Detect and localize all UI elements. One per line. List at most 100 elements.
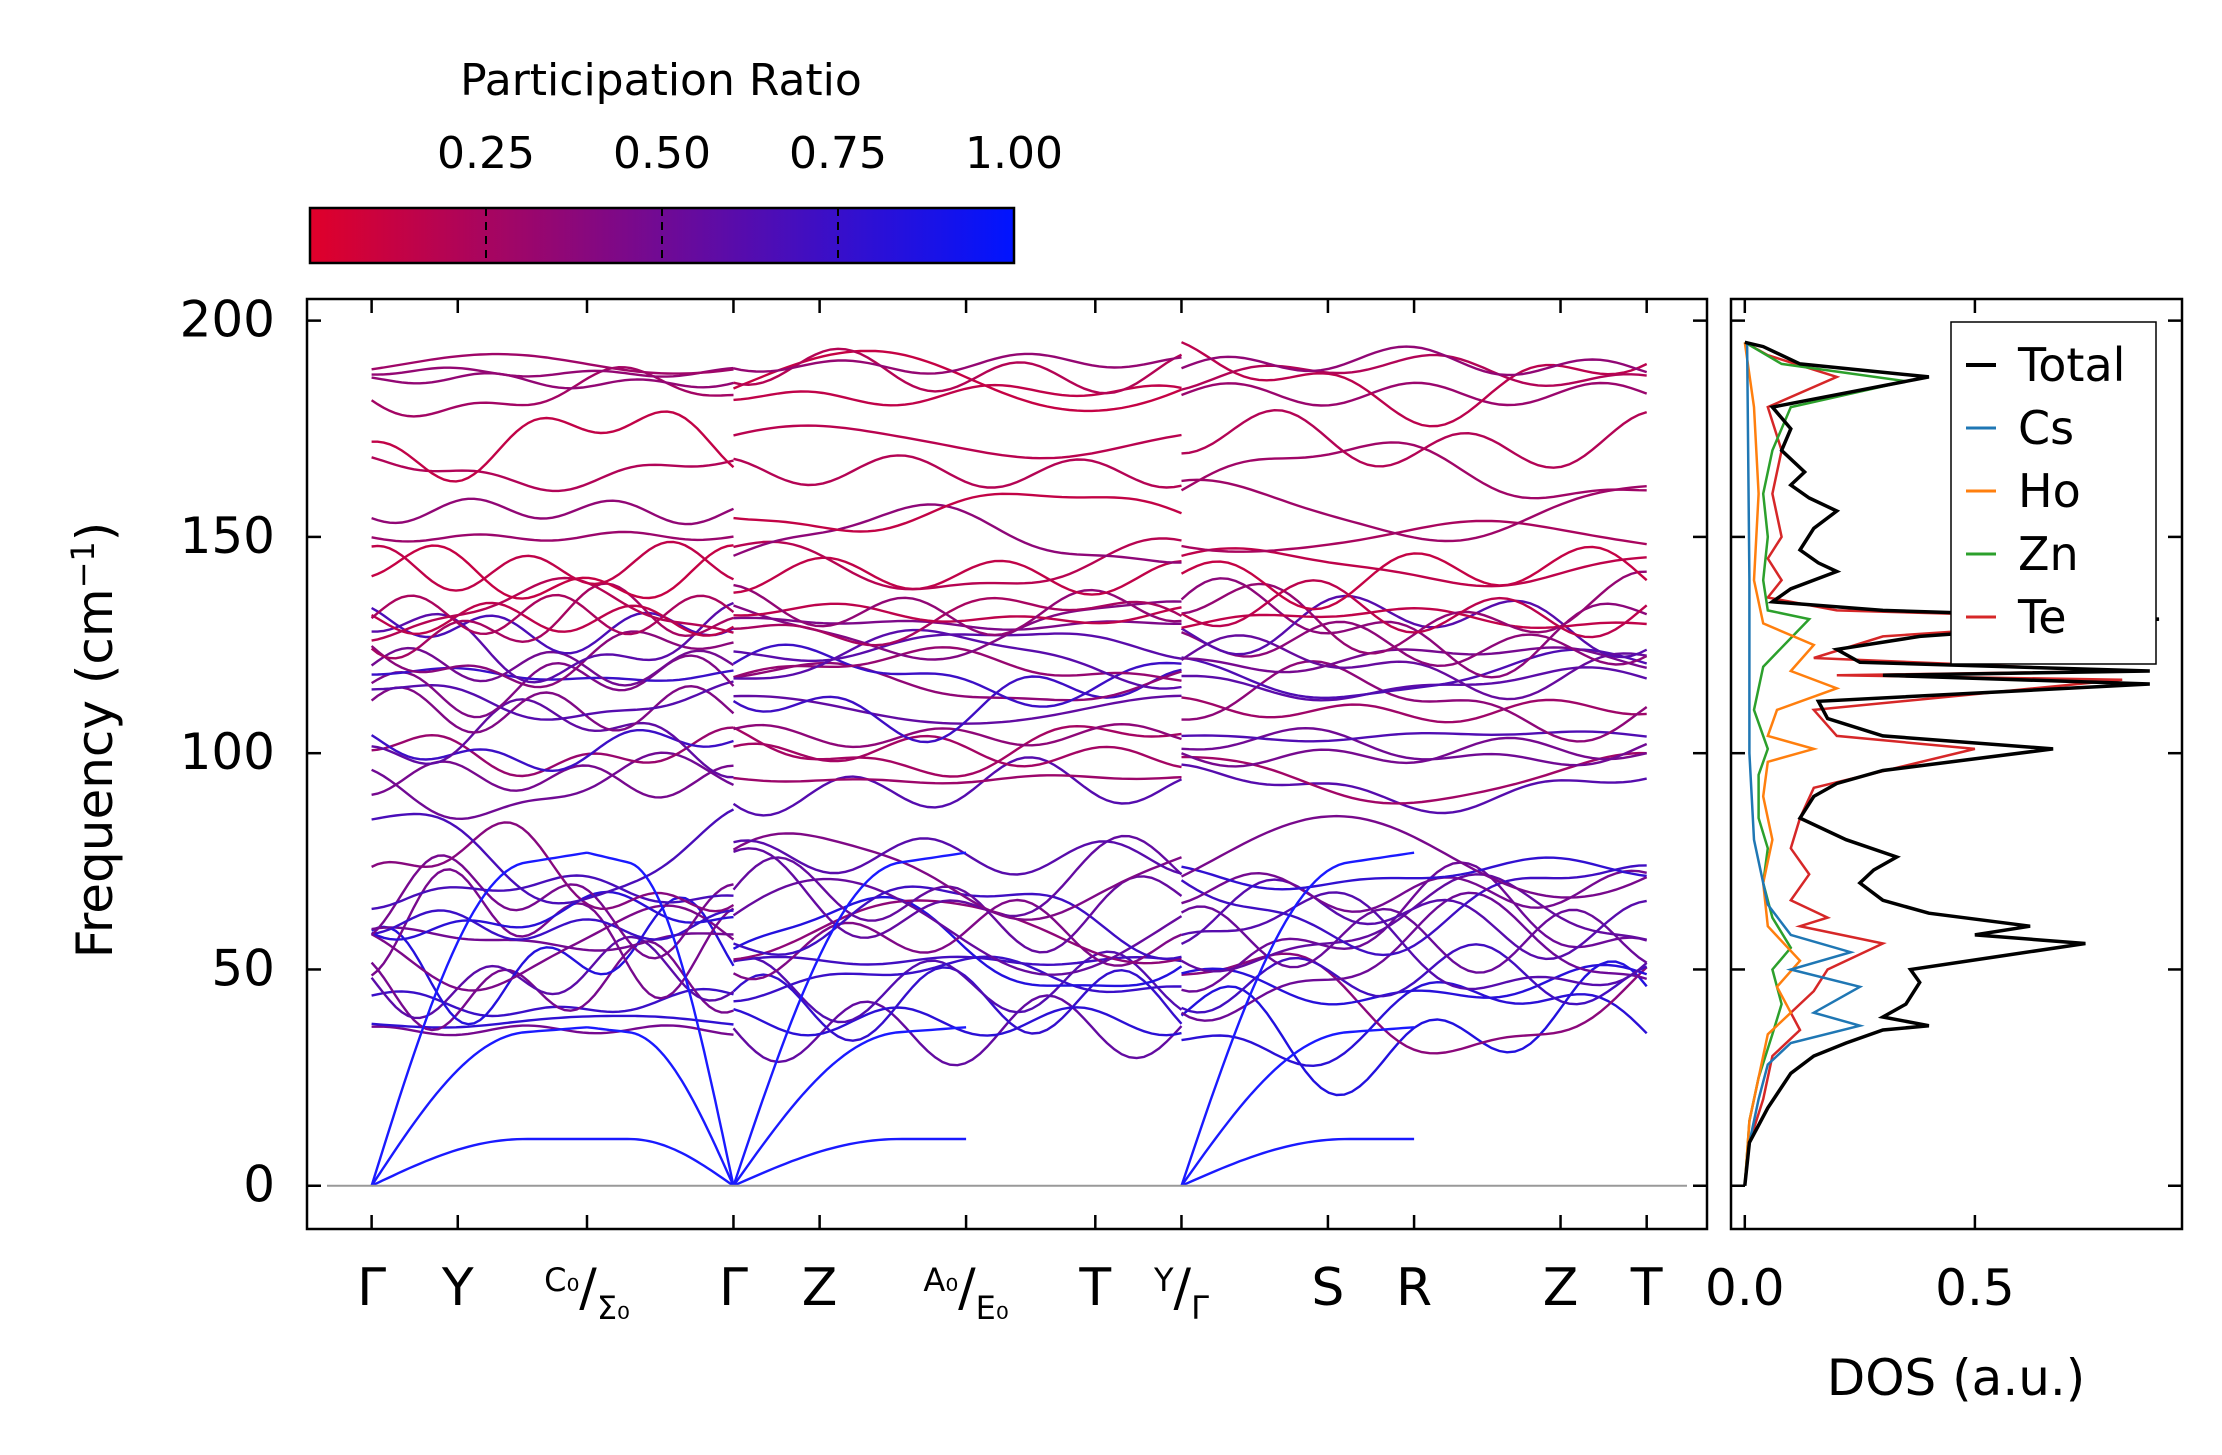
phonon-branch xyxy=(732,724,1182,778)
phonon-branch xyxy=(1181,648,1648,699)
phonon-branch xyxy=(733,556,1182,596)
phonon-branch xyxy=(371,874,734,911)
acoustic-branch xyxy=(732,1026,967,1187)
phonon-branch xyxy=(371,540,735,592)
legend-label: Te xyxy=(2017,590,2067,644)
phonon-branch xyxy=(733,950,1183,1024)
phonon-branch xyxy=(733,1006,1182,1037)
phonon-branch xyxy=(371,890,734,941)
acoustic-branch xyxy=(370,1026,588,1187)
phonon-branch xyxy=(1181,963,1648,1006)
phonon-branch xyxy=(371,821,735,913)
phonon-branch xyxy=(1181,519,1647,553)
phonon-branch xyxy=(733,661,1182,702)
phonon-branch xyxy=(1181,952,1648,1055)
dos-x-tick-label: 0.0 xyxy=(1705,1259,1785,1317)
phonon-branch xyxy=(1180,814,1648,899)
k-label: S xyxy=(1311,1258,1344,1318)
legend: Total Cs Ho Zn Te xyxy=(1950,321,2157,665)
y-axis-label: Frequency (cm−1) xyxy=(64,522,124,959)
phonon-branch xyxy=(1181,353,1647,391)
y-tick-label: 200 xyxy=(180,291,275,349)
k-label: C₀/Σ₀ xyxy=(544,1258,630,1327)
phonon-branch xyxy=(371,896,735,1026)
phonon-branch xyxy=(370,646,735,687)
phonon-branch xyxy=(371,1024,734,1037)
phonon-branch xyxy=(1181,763,1647,815)
phonon-branch xyxy=(733,503,1182,564)
phonon-branch xyxy=(1181,408,1648,469)
phonon-branch xyxy=(370,854,734,960)
phonon-branch xyxy=(371,666,734,682)
phonon-branch xyxy=(1181,381,1648,407)
phonon-branch xyxy=(371,808,735,905)
acoustic-branch xyxy=(586,1026,735,1187)
phonon-branch xyxy=(1181,478,1647,543)
phonon-branch xyxy=(371,371,734,390)
colorbar-tick-label: 0.50 xyxy=(613,128,711,179)
k-label: Z xyxy=(1543,1258,1579,1318)
phonon-branch xyxy=(1181,570,1647,655)
phonon-branch xyxy=(732,994,1183,1067)
acoustic-branch xyxy=(586,851,735,1186)
legend-label: Ho xyxy=(2018,464,2081,518)
phonon-branch xyxy=(371,698,734,779)
k-label: Y xyxy=(441,1258,474,1318)
phonon-branch xyxy=(733,383,1182,407)
phonon-branch xyxy=(370,684,735,734)
phonon-branch xyxy=(732,877,1183,976)
phonon-branch xyxy=(1181,730,1647,743)
phonon-branch xyxy=(1181,891,1648,991)
phonon-branch xyxy=(733,837,1182,876)
phonon-branch xyxy=(733,774,1182,785)
acoustic-branch xyxy=(1180,851,1415,1187)
k-label: Z xyxy=(802,1258,838,1318)
dos-frame xyxy=(1729,297,2184,1231)
phonon-branch xyxy=(733,694,1182,725)
phonon-branch xyxy=(1181,660,1648,743)
phonon-branch xyxy=(733,616,1182,631)
phonon-branch xyxy=(1181,980,1648,1068)
phonon-branch xyxy=(1180,864,1647,957)
phonon-branch xyxy=(1181,861,1648,993)
colorbar-tick-label: 0.75 xyxy=(789,128,887,179)
phonon-branch xyxy=(370,365,734,418)
dos-line-te xyxy=(1743,341,2141,1186)
phonon-branch xyxy=(733,632,1182,662)
y-tick-label: 0 xyxy=(243,1156,275,1214)
phonon-branch xyxy=(1181,345,1648,377)
phonon-branch xyxy=(371,410,735,483)
acoustic-branch xyxy=(371,1137,587,1187)
phonon-branch xyxy=(732,643,1182,708)
acoustic-branch xyxy=(1181,1137,1415,1187)
colorbar-label: Participation Ratio xyxy=(460,55,862,106)
phonon-branch xyxy=(371,601,735,637)
phonon-branch xyxy=(1181,696,1647,724)
phonon-branch xyxy=(371,530,734,543)
k-label: Γ xyxy=(357,1258,386,1318)
legend-box xyxy=(1950,321,2157,665)
y-tick-label: 50 xyxy=(211,939,275,997)
dos-line-zn xyxy=(1743,341,1907,1186)
phonon-branch xyxy=(733,492,1182,533)
phonon-branch xyxy=(371,680,734,721)
phonon-branch xyxy=(1180,634,1647,701)
acoustic-branch xyxy=(587,1137,735,1187)
phonon-branch xyxy=(733,955,1182,967)
dos-x-label: DOS (a.u.) xyxy=(1827,1349,2086,1407)
phonon-branch xyxy=(732,832,1182,921)
phonon-branch xyxy=(1180,891,1648,1022)
phonon-branch xyxy=(370,582,734,660)
phonon-branch xyxy=(732,895,1183,988)
phonon-branch xyxy=(1180,579,1648,639)
phonon-branch xyxy=(732,756,1183,817)
phonon-branch xyxy=(370,593,735,636)
phonon-branch xyxy=(370,729,734,773)
phonon-branch xyxy=(733,347,1183,395)
phonon-branch xyxy=(733,899,1182,965)
k-label: T xyxy=(1630,1258,1663,1318)
legend-label: Total xyxy=(2017,338,2125,392)
phonon-branch xyxy=(1181,856,1647,891)
phonon-branch xyxy=(733,454,1182,489)
